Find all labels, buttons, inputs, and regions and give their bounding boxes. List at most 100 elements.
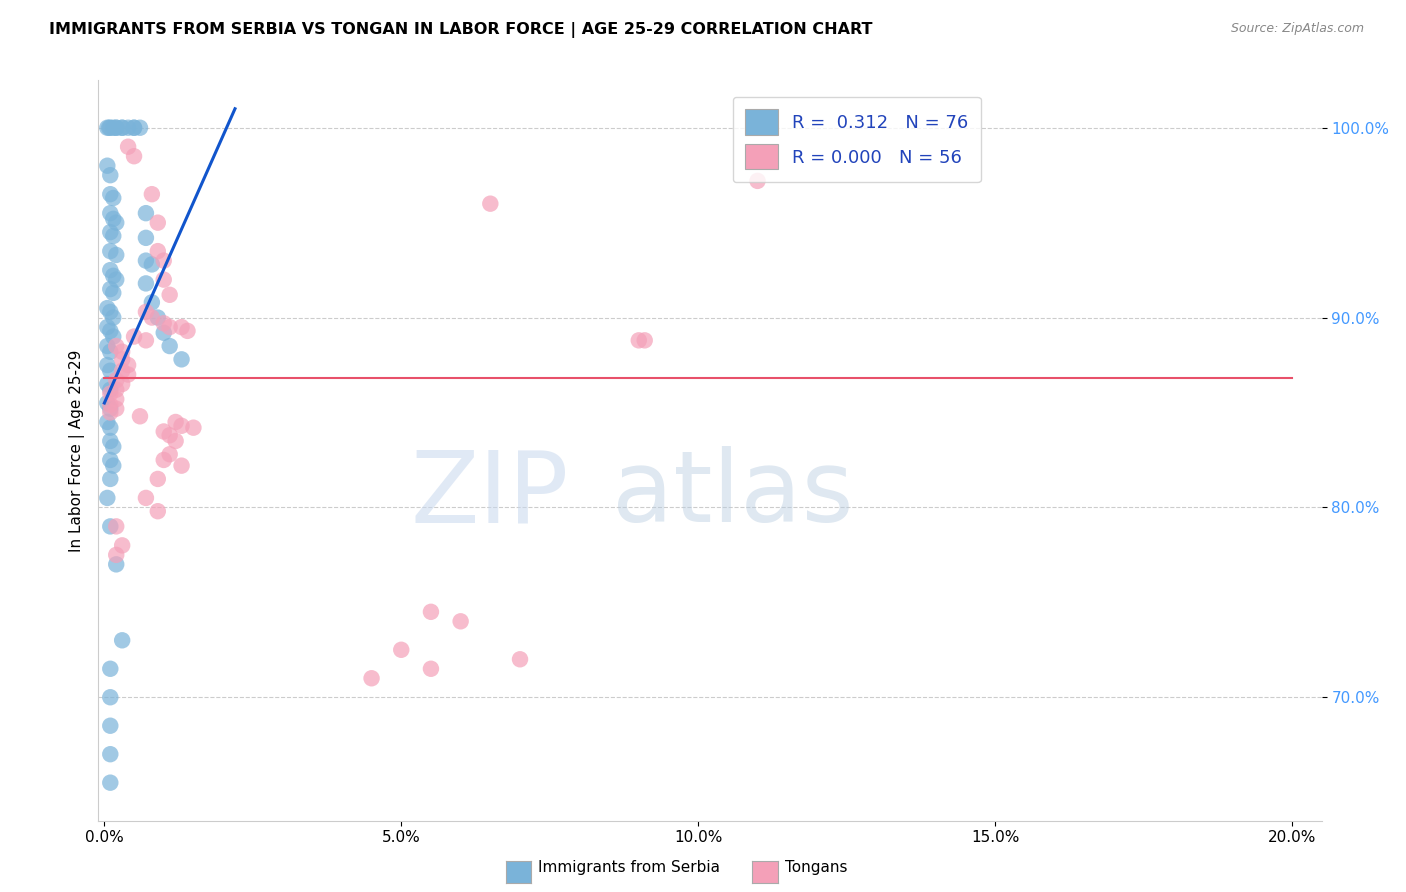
Point: [129, 120, 152, 135]
Point: [96, 377, 118, 392]
Point: [141, 257, 163, 271]
Point: [105, 383, 128, 397]
Point: [152, 316, 174, 330]
Point: [111, 120, 134, 135]
Text: Source: ZipAtlas.com: Source: ZipAtlas.com: [1230, 22, 1364, 36]
Point: [98, 420, 121, 434]
Point: [146, 472, 169, 486]
Point: [122, 329, 145, 343]
Point: [96, 320, 118, 334]
Point: [135, 305, 157, 319]
Point: [117, 358, 139, 372]
Point: [98, 120, 121, 135]
Point: [135, 206, 157, 220]
Point: [479, 196, 502, 211]
Point: [105, 120, 128, 135]
Point: [98, 168, 121, 182]
Point: [509, 652, 531, 666]
Point: [98, 662, 121, 676]
Point: [105, 339, 128, 353]
Point: [98, 305, 121, 319]
Point: [98, 434, 121, 448]
Text: Tongans: Tongans: [785, 861, 846, 875]
Point: [103, 440, 125, 454]
Point: [111, 344, 134, 359]
Point: [96, 339, 118, 353]
Point: [389, 642, 412, 657]
Point: [152, 326, 174, 340]
Point: [170, 320, 193, 334]
Point: [98, 120, 121, 135]
Point: [159, 447, 181, 461]
Point: [98, 405, 121, 419]
Point: [96, 159, 118, 173]
Point: [141, 310, 163, 325]
Text: Immigrants from Serbia: Immigrants from Serbia: [538, 861, 720, 875]
Point: [98, 747, 121, 762]
Point: [103, 268, 125, 283]
Point: [135, 277, 157, 291]
Point: [98, 263, 121, 277]
Point: [98, 775, 121, 789]
Point: [98, 187, 121, 202]
Point: [98, 453, 121, 467]
Point: [98, 225, 121, 239]
Point: [98, 206, 121, 220]
Point: [747, 174, 769, 188]
Point: [105, 392, 128, 407]
Point: [122, 149, 145, 163]
Y-axis label: In Labor Force | Age 25-29: In Labor Force | Age 25-29: [69, 350, 84, 551]
Point: [165, 415, 187, 429]
Point: [634, 334, 657, 348]
Point: [146, 310, 169, 325]
Point: [111, 633, 134, 648]
Point: [96, 358, 118, 372]
Point: [111, 364, 134, 378]
Point: [98, 282, 121, 296]
Point: [98, 364, 121, 378]
Point: [96, 301, 118, 315]
Point: [159, 339, 181, 353]
Point: [105, 519, 128, 533]
Text: IMMIGRANTS FROM SERBIA VS TONGAN IN LABOR FORCE | AGE 25-29 CORRELATION CHART: IMMIGRANTS FROM SERBIA VS TONGAN IN LABO…: [49, 22, 873, 38]
Point: [152, 253, 174, 268]
Point: [103, 285, 125, 300]
Point: [627, 334, 650, 348]
Point: [170, 458, 193, 473]
Point: [152, 453, 174, 467]
Point: [176, 324, 198, 338]
Point: [105, 216, 128, 230]
Point: [135, 491, 157, 505]
Text: atlas: atlas: [612, 446, 853, 543]
Point: [98, 324, 121, 338]
Point: [111, 538, 134, 552]
Point: [98, 398, 121, 412]
Point: [420, 662, 443, 676]
Point: [103, 120, 125, 135]
Point: [135, 253, 157, 268]
Point: [117, 139, 139, 153]
Point: [146, 216, 169, 230]
Point: [96, 415, 118, 429]
Point: [105, 548, 128, 562]
Point: [122, 120, 145, 135]
Point: [141, 295, 163, 310]
Point: [135, 231, 157, 245]
Legend: R =  0.312   N = 76, R = 0.000   N = 56: R = 0.312 N = 76, R = 0.000 N = 56: [733, 96, 981, 182]
Point: [420, 605, 443, 619]
Point: [165, 434, 187, 448]
Point: [105, 558, 128, 572]
Point: [98, 244, 121, 259]
Point: [111, 120, 134, 135]
Point: [98, 386, 121, 401]
Point: [117, 120, 139, 135]
Point: [170, 352, 193, 367]
Point: [105, 120, 128, 135]
Point: [111, 352, 134, 367]
Point: [183, 420, 205, 434]
Point: [117, 368, 139, 382]
Point: [103, 191, 125, 205]
Point: [103, 310, 125, 325]
Point: [170, 418, 193, 433]
Text: ZIP: ZIP: [411, 446, 569, 543]
